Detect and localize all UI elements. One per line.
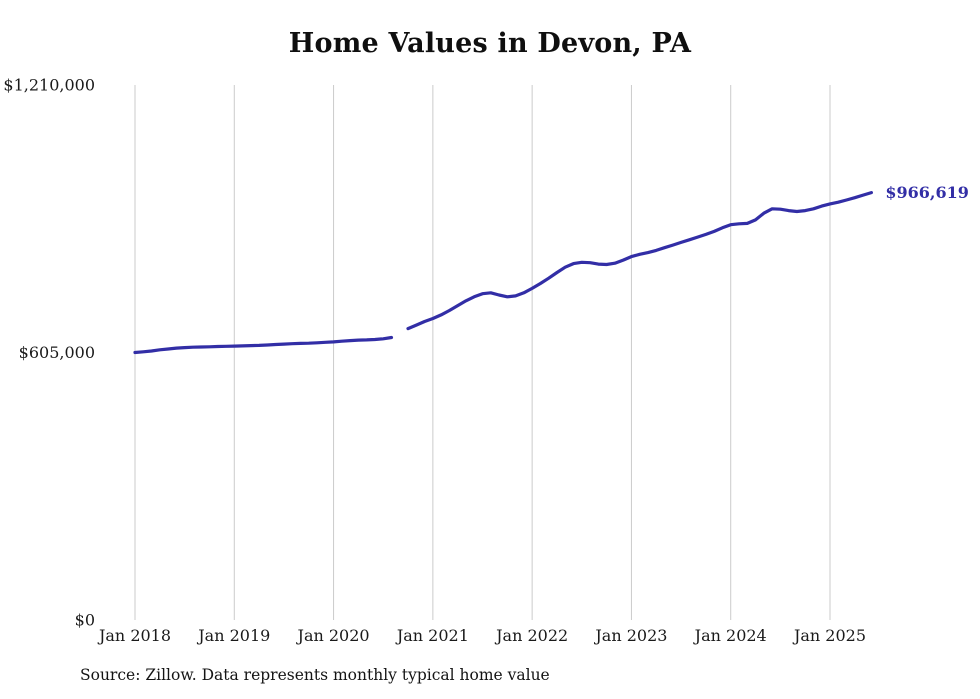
x-tick-label: Jan 2024 (693, 626, 767, 645)
x-tick-label: Jan 2019 (196, 626, 270, 645)
home-value-line (133, 191, 873, 355)
x-tick-label: Jan 2025 (792, 626, 866, 645)
latest-value-label: $966,619 (885, 183, 969, 202)
y-tick-label: $1,210,000 (3, 76, 95, 95)
x-tick-label: Jan 2020 (296, 626, 370, 645)
source-note: Source: Zillow. Data represents monthly … (80, 666, 550, 684)
chart-title: Home Values in Devon, PA (288, 28, 692, 59)
x-tick-label: Jan 2018 (97, 626, 171, 645)
y-tick-label: $0 (75, 611, 95, 630)
x-tick-label: Jan 2022 (494, 626, 568, 645)
y-tick-label: $605,000 (19, 343, 95, 362)
x-tick-label: Jan 2021 (395, 626, 469, 645)
x-tick-label: Jan 2023 (593, 626, 667, 645)
